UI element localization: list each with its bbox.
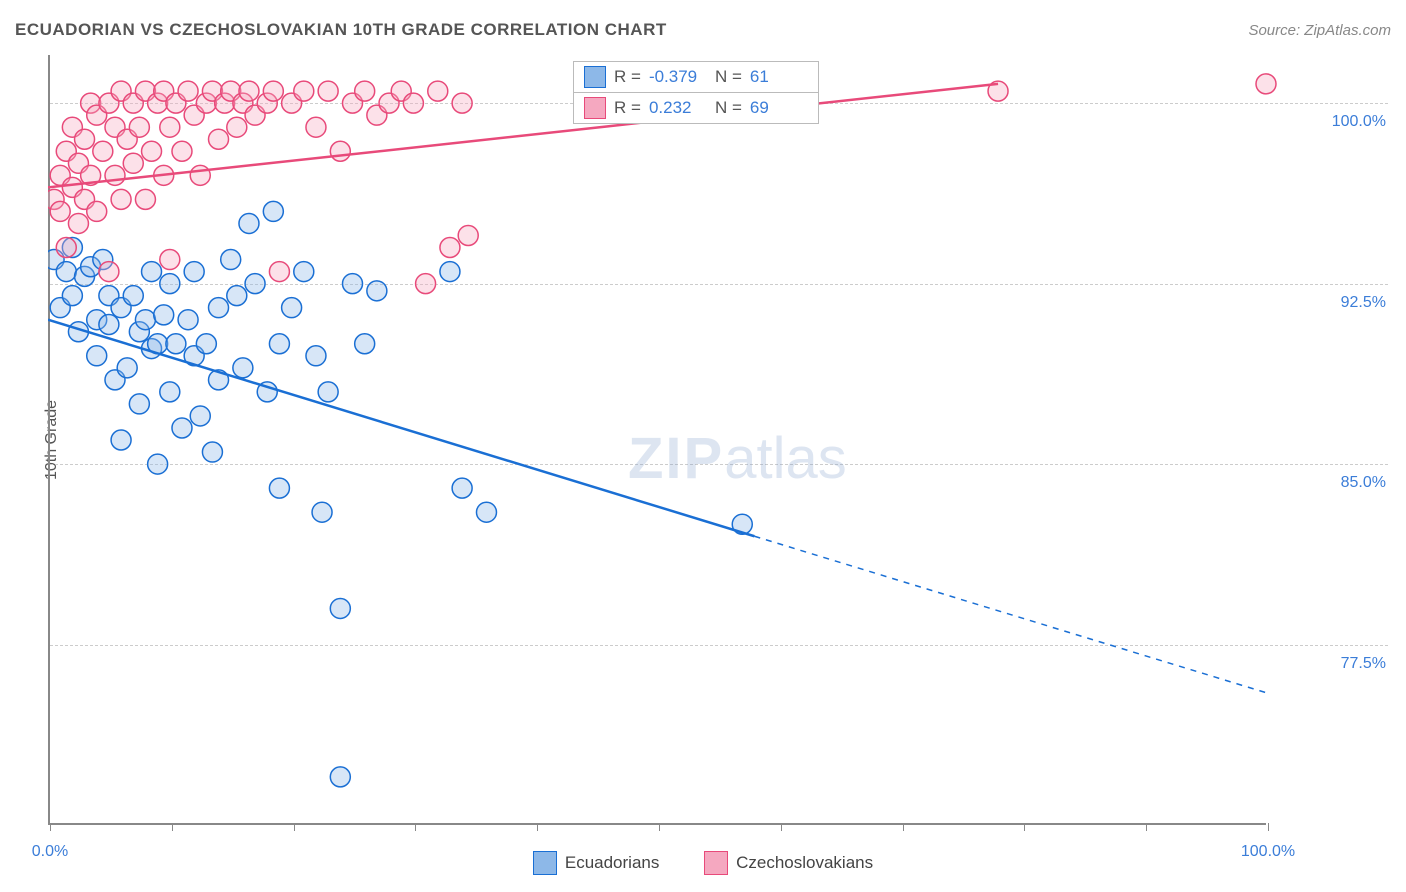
swatch-icon (584, 97, 606, 119)
x-tick (172, 823, 173, 831)
grid-line (50, 464, 1388, 465)
y-tick-label: 85.0% (1276, 474, 1386, 492)
stats-row-ecuadorians: R = -0.379 N = 61 (574, 62, 818, 92)
plot-container: 10th Grade 77.5%85.0%92.5%100.0%0.0%100.… (48, 55, 1388, 825)
x-tick (1268, 823, 1269, 831)
grid-line (50, 284, 1388, 285)
stats-box: R = -0.379 N = 61 R = 0.232 N = 69 (573, 61, 819, 124)
x-tick (294, 823, 295, 831)
legend-item-czechoslovakians: Czechoslovakians (704, 851, 873, 875)
chart-title: ECUADORIAN VS CZECHOSLOVAKIAN 10TH GRADE… (15, 20, 667, 40)
source-label: Source: ZipAtlas.com (1248, 22, 1391, 39)
swatch-icon (704, 851, 728, 875)
x-tick (50, 823, 51, 831)
x-tick (659, 823, 660, 831)
bottom-legend: Ecuadorians Czechoslovakians (0, 851, 1406, 880)
swatch-icon (533, 851, 557, 875)
swatch-icon (584, 66, 606, 88)
legend-item-ecuadorians: Ecuadorians (533, 851, 660, 875)
x-tick (1146, 823, 1147, 831)
x-tick (537, 823, 538, 831)
x-tick (1024, 823, 1025, 831)
stats-row-czechoslovakians: R = 0.232 N = 69 (574, 92, 818, 123)
x-tick (781, 823, 782, 831)
x-tick (903, 823, 904, 831)
y-tick-label: 92.5% (1276, 294, 1386, 312)
y-tick-label: 100.0% (1276, 113, 1386, 131)
chart-header: ECUADORIAN VS CZECHOSLOVAKIAN 10TH GRADE… (15, 20, 1391, 40)
grid-line (50, 645, 1388, 646)
plot-area: 77.5%85.0%92.5%100.0%0.0%100.0% (48, 55, 1266, 825)
y-tick-label: 77.5% (1276, 655, 1386, 673)
x-tick (415, 823, 416, 831)
